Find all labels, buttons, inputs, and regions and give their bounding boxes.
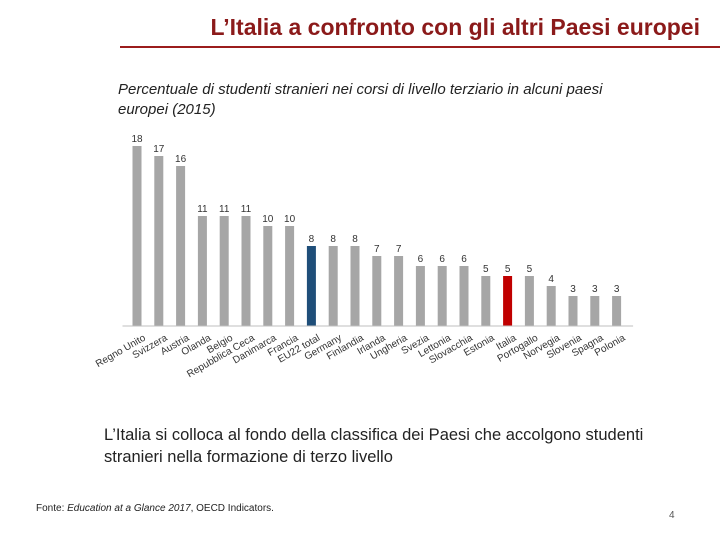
value-label-italia: 5	[505, 264, 511, 275]
bar-repubblica-ceca	[242, 216, 251, 326]
value-label-portogallo: 5	[527, 264, 533, 275]
value-label-lettonia: 6	[439, 254, 445, 265]
tick-labels-group: Regno UnitoSvizzeraAustriaOlandaBelgioRe…	[94, 332, 628, 380]
bar-spagna	[590, 296, 599, 326]
value-label-regno-unito: 18	[131, 134, 143, 145]
bar-svizzera	[154, 156, 163, 326]
bar-belgio	[220, 216, 229, 326]
bar-olanda	[198, 216, 207, 326]
value-label-finlandia: 8	[352, 234, 358, 245]
bar-ungheria	[394, 256, 403, 326]
bar-austria	[176, 166, 185, 326]
value-label-slovacchia: 6	[461, 254, 467, 265]
bar-chart: Regno UnitoSvizzeraAustriaOlandaBelgioRe…	[0, 0, 720, 420]
value-label-belgio: 11	[219, 204, 230, 215]
value-label-svezia: 6	[418, 254, 424, 265]
value-label-spagna: 3	[592, 284, 598, 295]
bar-lettonia	[438, 266, 447, 326]
bar-germany	[329, 246, 338, 326]
value-label-ungheria: 7	[396, 244, 402, 255]
chart-caption: L’Italia si colloca al fondo della class…	[104, 424, 664, 468]
page-number: 4	[669, 510, 675, 521]
bar-norvegia	[547, 286, 556, 326]
source-title: Education at a Glance 2017	[67, 503, 190, 514]
bar-portogallo	[525, 276, 534, 326]
bar-danimarca	[263, 226, 272, 326]
bar-eu22-total	[307, 246, 316, 326]
bar-polonia	[612, 296, 621, 326]
source-note: Fonte: Education at a Glance 2017, OECD …	[36, 503, 274, 514]
value-label-danimarca: 10	[262, 214, 274, 225]
bar-francia	[285, 226, 294, 326]
value-label-polonia: 3	[614, 284, 620, 295]
value-label-svizzera: 17	[153, 144, 165, 155]
bar-italia	[503, 276, 512, 326]
value-label-norvegia: 4	[548, 274, 554, 285]
value-label-slovenia: 3	[570, 284, 576, 295]
bar-svezia	[416, 266, 425, 326]
bar-regno-unito	[133, 146, 142, 326]
bar-finlandia	[351, 246, 360, 326]
source-prefix: Fonte:	[36, 503, 67, 514]
value-label-irlanda: 7	[374, 244, 380, 255]
source-suffix: , OECD Indicators.	[191, 503, 274, 514]
value-label-francia: 10	[284, 214, 296, 225]
bar-slovenia	[569, 296, 578, 326]
value-label-germany: 8	[330, 234, 336, 245]
bar-irlanda	[372, 256, 381, 326]
bar-slovacchia	[460, 266, 469, 326]
value-label-eu22-total: 8	[309, 234, 315, 245]
value-label-olanda: 11	[197, 204, 208, 215]
value-label-austria: 16	[175, 154, 187, 165]
value-label-repubblica-ceca: 11	[241, 204, 252, 215]
bar-estonia	[481, 276, 490, 326]
bars-group	[133, 146, 622, 326]
value-label-estonia: 5	[483, 264, 489, 275]
